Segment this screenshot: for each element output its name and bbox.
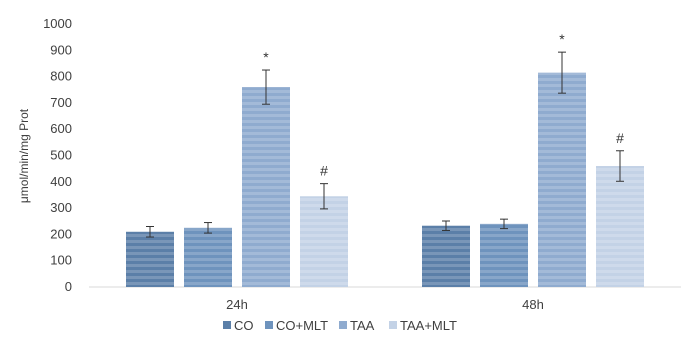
legend-swatch bbox=[223, 321, 231, 329]
bar-texture bbox=[184, 227, 232, 287]
legend-label: CO bbox=[234, 318, 254, 333]
significance-marker: # bbox=[616, 130, 624, 146]
legend-label: TAA bbox=[350, 318, 375, 333]
legend-label: CO+MLT bbox=[276, 318, 328, 333]
y-tick-label: 700 bbox=[50, 95, 72, 110]
legend-label: TAA+MLT bbox=[400, 318, 457, 333]
y-axis-title: μmol/min/mg Prot bbox=[17, 108, 31, 203]
y-tick-label: 800 bbox=[50, 69, 72, 84]
bar-texture bbox=[596, 166, 644, 287]
bar-texture bbox=[242, 87, 290, 288]
y-tick-label: 100 bbox=[50, 253, 72, 268]
legend-swatch bbox=[265, 321, 273, 329]
x-axis: 24h 48h bbox=[226, 297, 544, 312]
significance-marker: # bbox=[320, 163, 328, 179]
y-axis: 0 100 200 300 400 500 600 700 800 900 1000 bbox=[43, 16, 72, 294]
y-tick-label: 1000 bbox=[43, 16, 72, 31]
x-tick-label: 24h bbox=[226, 297, 248, 312]
bar-texture bbox=[126, 231, 174, 287]
y-tick-label: 400 bbox=[50, 174, 72, 189]
significance-marker: * bbox=[263, 49, 269, 65]
significance-marker: * bbox=[559, 31, 565, 47]
legend: CO CO+MLT TAA TAA+MLT bbox=[223, 318, 457, 333]
bar-texture bbox=[300, 196, 348, 287]
y-tick-label: 300 bbox=[50, 200, 72, 215]
bar-texture bbox=[480, 223, 528, 287]
y-tick-label: 900 bbox=[50, 42, 72, 57]
legend-swatch bbox=[339, 321, 347, 329]
y-tick-label: 200 bbox=[50, 226, 72, 241]
y-tick-label: 0 bbox=[65, 279, 72, 294]
x-tick-label: 48h bbox=[522, 297, 544, 312]
plot-area: * # * # bbox=[126, 31, 644, 288]
y-tick-label: 600 bbox=[50, 121, 72, 136]
bar-texture bbox=[538, 72, 586, 287]
bar-texture bbox=[422, 225, 470, 287]
y-tick-label: 500 bbox=[50, 148, 72, 163]
legend-swatch bbox=[389, 321, 397, 329]
